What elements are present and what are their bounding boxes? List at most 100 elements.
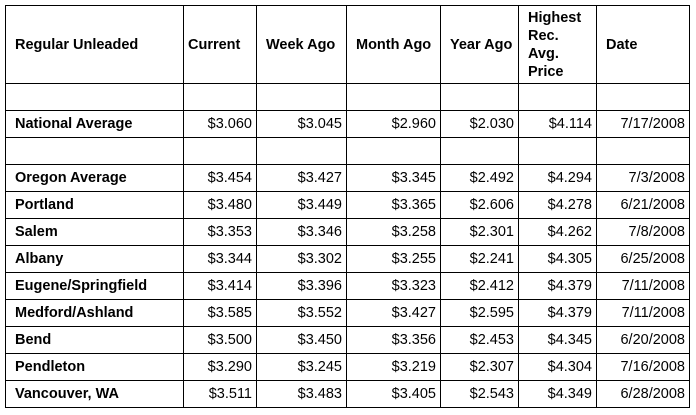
table-header: Regular Unleaded Current Week Ago Month …	[5, 5, 690, 84]
table-row: Albany $3.344 $3.302 $3.255 $2.241 $4.30…	[5, 245, 690, 273]
record-date: 7/17/2008	[596, 110, 690, 138]
year-ago-price: $2.492	[440, 164, 519, 192]
header-highest-price: Highest Rec. Avg. Price	[518, 5, 597, 84]
current-price: $3.454	[183, 164, 257, 192]
table-row: Salem $3.353 $3.346 $3.258 $2.301 $4.262…	[5, 218, 690, 246]
gas-price-table: Regular Unleaded Current Week Ago Month …	[5, 5, 690, 408]
empty-cell	[183, 137, 257, 165]
row-label: Pendleton	[5, 353, 184, 381]
month-ago-price: $3.427	[346, 299, 441, 327]
empty-cell	[5, 83, 184, 111]
week-ago-price: $3.450	[256, 326, 347, 354]
row-label: Medford/Ashland	[5, 299, 184, 327]
header-date: Date	[596, 5, 690, 84]
highest-price: $4.304	[518, 353, 597, 381]
table-body: National Average $3.060 $3.045 $2.960 $2…	[5, 83, 690, 408]
year-ago-price: $2.412	[440, 272, 519, 300]
empty-cell	[5, 137, 184, 165]
current-price: $3.500	[183, 326, 257, 354]
month-ago-price: $3.255	[346, 245, 441, 273]
empty-cell	[440, 83, 519, 111]
week-ago-price: $3.427	[256, 164, 347, 192]
highest-price: $4.114	[518, 110, 597, 138]
month-ago-price: $3.405	[346, 380, 441, 408]
highest-price: $4.305	[518, 245, 597, 273]
current-price: $3.585	[183, 299, 257, 327]
year-ago-price: $2.241	[440, 245, 519, 273]
week-ago-price: $3.483	[256, 380, 347, 408]
month-ago-price: $2.960	[346, 110, 441, 138]
header-label: Year Ago	[450, 36, 513, 53]
header-label: Month Ago	[356, 36, 432, 53]
header-row: Regular Unleaded Current Week Ago Month …	[5, 5, 690, 84]
header-label: Highest Rec. Avg. Price	[528, 9, 582, 80]
empty-cell	[256, 83, 347, 111]
table-row: Medford/Ashland $3.585 $3.552 $3.427 $2.…	[5, 299, 690, 327]
current-price: $3.511	[183, 380, 257, 408]
year-ago-price: $2.453	[440, 326, 519, 354]
row-label: Vancouver, WA	[5, 380, 184, 408]
record-date: 7/8/2008	[596, 218, 690, 246]
current-price: $3.344	[183, 245, 257, 273]
month-ago-price: $3.219	[346, 353, 441, 381]
row-label: Eugene/Springfield	[5, 272, 184, 300]
row-label: National Average	[5, 110, 184, 138]
year-ago-price: $2.595	[440, 299, 519, 327]
record-date: 6/20/2008	[596, 326, 690, 354]
week-ago-price: $3.396	[256, 272, 347, 300]
highest-price: $4.379	[518, 299, 597, 327]
table-row: Vancouver, WA $3.511 $3.483 $3.405 $2.54…	[5, 380, 690, 408]
header-week-ago: Week Ago	[256, 5, 347, 84]
record-date: 6/25/2008	[596, 245, 690, 273]
week-ago-price: $3.045	[256, 110, 347, 138]
empty-cell	[183, 83, 257, 111]
table-row: Portland $3.480 $3.449 $3.365 $2.606 $4.…	[5, 191, 690, 219]
header-current: Current	[183, 5, 257, 84]
table-row: Oregon Average $3.454 $3.427 $3.345 $2.4…	[5, 164, 690, 192]
header-year-ago: Year Ago	[440, 5, 519, 84]
record-date: 7/16/2008	[596, 353, 690, 381]
year-ago-price: $2.301	[440, 218, 519, 246]
spacer-row	[5, 137, 690, 165]
row-label: Oregon Average	[5, 164, 184, 192]
current-price: $3.290	[183, 353, 257, 381]
month-ago-price: $3.345	[346, 164, 441, 192]
empty-cell	[596, 137, 690, 165]
highest-price: $4.379	[518, 272, 597, 300]
month-ago-price: $3.356	[346, 326, 441, 354]
week-ago-price: $3.346	[256, 218, 347, 246]
row-label: Albany	[5, 245, 184, 273]
header-month-ago: Month Ago	[346, 5, 441, 84]
record-date: 7/11/2008	[596, 272, 690, 300]
current-price: $3.480	[183, 191, 257, 219]
current-price: $3.414	[183, 272, 257, 300]
row-label: Portland	[5, 191, 184, 219]
week-ago-price: $3.245	[256, 353, 347, 381]
empty-cell	[518, 137, 597, 165]
table-row: Pendleton $3.290 $3.245 $3.219 $2.307 $4…	[5, 353, 690, 381]
highest-price: $4.345	[518, 326, 597, 354]
header-label: Date	[606, 36, 638, 53]
empty-cell	[256, 137, 347, 165]
empty-cell	[346, 137, 441, 165]
month-ago-price: $3.365	[346, 191, 441, 219]
year-ago-price: $2.543	[440, 380, 519, 408]
current-price: $3.353	[183, 218, 257, 246]
header-label: Week Ago	[266, 36, 336, 53]
year-ago-price: $2.606	[440, 191, 519, 219]
record-date: 7/11/2008	[596, 299, 690, 327]
year-ago-price: $2.307	[440, 353, 519, 381]
record-date: 7/3/2008	[596, 164, 690, 192]
week-ago-price: $3.552	[256, 299, 347, 327]
current-price: $3.060	[183, 110, 257, 138]
empty-cell	[518, 83, 597, 111]
empty-cell	[346, 83, 441, 111]
row-label: Salem	[5, 218, 184, 246]
empty-cell	[440, 137, 519, 165]
table-row: Eugene/Springfield $3.414 $3.396 $3.323 …	[5, 272, 690, 300]
month-ago-price: $3.258	[346, 218, 441, 246]
week-ago-price: $3.449	[256, 191, 347, 219]
row-label: Bend	[5, 326, 184, 354]
header-label: Regular Unleaded	[15, 36, 139, 53]
year-ago-price: $2.030	[440, 110, 519, 138]
